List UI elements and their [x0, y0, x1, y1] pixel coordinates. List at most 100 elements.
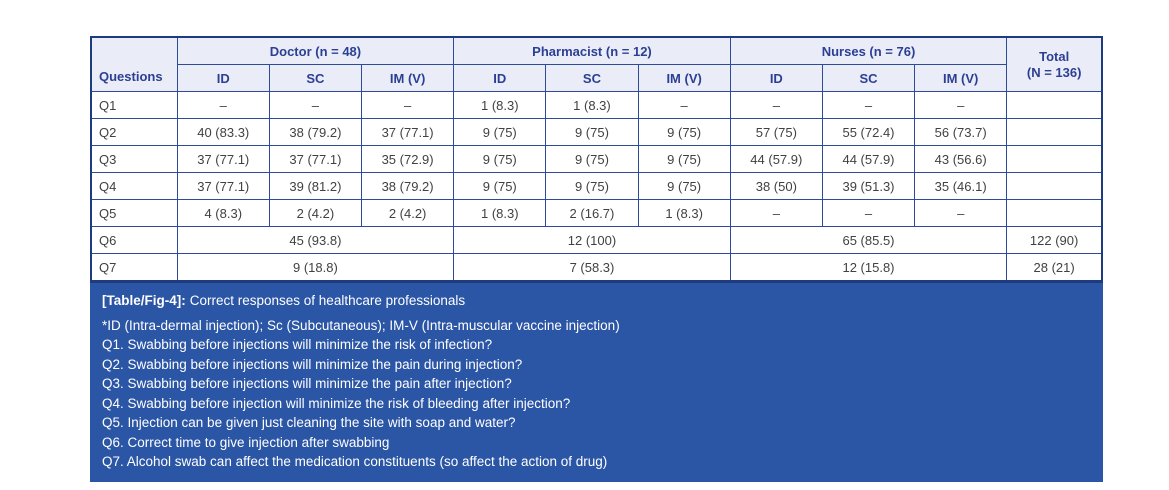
subheader-pharmacist-id: ID	[453, 64, 547, 92]
data-cell: –	[637, 91, 731, 119]
caption-title-text: Correct responses of healthcare professi…	[189, 293, 466, 308]
group-header-pharmacist: Pharmacist (n = 12)	[453, 36, 731, 65]
question-cell: Q1	[90, 91, 178, 119]
data-cell: 9 (75)	[545, 172, 639, 200]
total-cell: 122 (90)	[1006, 226, 1103, 254]
group-header-nurses: Nurses (n = 76)	[729, 36, 1008, 65]
results-table: Questions Doctor (n = 48) Pharmacist (n …	[90, 36, 1103, 283]
caption-title: [Table/Fig-4]: Correct responses of healt…	[102, 291, 1091, 311]
data-cell: 9 (75)	[545, 118, 639, 146]
total-cell	[1006, 118, 1103, 146]
data-cell: 38 (50)	[729, 172, 823, 200]
data-cell: 1 (8.3)	[453, 199, 547, 227]
data-cell: 9 (75)	[453, 145, 547, 173]
question-cell: Q6	[90, 226, 178, 254]
data-cell: 37 (77.1)	[268, 145, 363, 173]
data-cell: 37 (77.1)	[176, 145, 270, 173]
question-cell: Q2	[90, 118, 178, 146]
question-cell: Q3	[90, 145, 178, 173]
data-cell: 35 (72.9)	[360, 145, 455, 173]
subheader-pharmacist-sc: SC	[545, 64, 639, 92]
data-cell: –	[821, 91, 916, 119]
data-cell: 2 (4.2)	[360, 199, 455, 227]
data-cell: 9 (75)	[453, 172, 547, 200]
data-cell: 37 (77.1)	[176, 172, 270, 200]
data-cell: –	[914, 91, 1008, 119]
subheader-nurses-imv: IM (V)	[914, 64, 1008, 92]
subheader-doctor-sc: SC	[268, 64, 363, 92]
merged-cell-nurses: 12 (15.8)	[729, 253, 1008, 282]
data-cell: 37 (77.1)	[360, 118, 455, 146]
table-row: Q3 37 (77.1) 37 (77.1) 35 (72.9) 9 (75) …	[90, 145, 1103, 173]
question-cell: Q5	[90, 199, 178, 227]
data-cell: 57 (75)	[729, 118, 823, 146]
caption-question-3: Q3. Swabbing before injections will mini…	[102, 376, 512, 391]
subheader-row: ID SC IM (V) ID SC IM (V) ID SC IM (V)	[91, 64, 1102, 92]
data-cell: 35 (46.1)	[914, 172, 1008, 200]
merged-cell-pharmacist: 7 (58.3)	[453, 253, 731, 282]
data-cell: 43 (56.6)	[914, 145, 1008, 173]
questions-header: Questions	[90, 36, 178, 92]
table-row-merged: Q6 45 (93.8) 12 (100) 65 (85.5) 122 (90)	[90, 226, 1103, 254]
merged-cell-nurses: 65 (85.5)	[729, 226, 1008, 254]
data-cell: 9 (75)	[637, 118, 731, 146]
caption-label: [Table/Fig-4]:	[102, 293, 186, 308]
total-header-line2: (N = 136)	[1026, 64, 1082, 80]
data-cell: 2 (4.2)	[268, 199, 363, 227]
data-cell: 39 (81.2)	[268, 172, 363, 200]
data-cell: 44 (57.9)	[729, 145, 823, 173]
caption-block: [Table/Fig-4]: Correct responses of healt…	[90, 283, 1103, 482]
data-cell: 1 (8.3)	[545, 91, 639, 119]
data-cell: –	[176, 91, 270, 119]
data-cell: 55 (72.4)	[821, 118, 916, 146]
caption-question-1: Q1. Swabbing before injections will mini…	[102, 337, 493, 352]
question-cell: Q4	[90, 172, 178, 200]
data-cell: 39 (51.3)	[821, 172, 916, 200]
data-cell: –	[268, 91, 363, 119]
merged-cell-doctor: 9 (18.8)	[176, 253, 455, 282]
data-cell: 38 (79.2)	[360, 172, 455, 200]
total-header: Total (N = 136)	[1006, 36, 1103, 92]
data-cell: 9 (75)	[545, 145, 639, 173]
data-cell: 9 (75)	[637, 145, 731, 173]
subheader-nurses-id: ID	[729, 64, 823, 92]
caption-question-4: Q4. Swabbing before injection will minim…	[102, 395, 571, 411]
group-header-doctor: Doctor (n = 48)	[176, 36, 455, 65]
data-cell: 44 (57.9)	[821, 145, 916, 173]
question-cell: Q7	[90, 253, 178, 282]
total-header-line1: Total	[1039, 48, 1070, 64]
subheader-doctor-imv: IM (V)	[360, 64, 455, 92]
data-cell: 9 (75)	[453, 118, 547, 146]
total-cell: 28 (21)	[1006, 253, 1103, 282]
total-cell	[1006, 172, 1103, 200]
merged-cell-doctor: 45 (93.8)	[176, 226, 455, 254]
data-cell: –	[729, 199, 823, 227]
table-row-merged: Q7 9 (18.8) 7 (58.3) 12 (15.8) 28 (21)	[90, 253, 1103, 282]
data-cell: 4 (8.3)	[176, 199, 270, 227]
caption-question-2: Q2. Swabbing before injections will mini…	[102, 356, 523, 372]
data-cell: 1 (8.3)	[453, 91, 547, 119]
total-cell	[1006, 199, 1103, 227]
table-row: Q2 40 (83.3) 38 (79.2) 37 (77.1) 9 (75) …	[90, 118, 1103, 146]
caption-question-6: Q6. Correct time to give injection after…	[102, 434, 390, 450]
caption-question-7: Q7. Alcohol swab can affect the medicati…	[102, 454, 608, 469]
subheader-pharmacist-imv: IM (V)	[637, 64, 731, 92]
data-cell: 56 (73.7)	[914, 118, 1008, 146]
caption-footnote: *ID (Intra-dermal injection); Sc (Subcut…	[102, 317, 620, 333]
figure-container: Questions Doctor (n = 48) Pharmacist (n …	[90, 36, 1103, 482]
subheader-nurses-sc: SC	[821, 64, 916, 92]
data-cell: 38 (79.2)	[268, 118, 363, 146]
total-cell	[1006, 145, 1103, 173]
group-header-row: Questions Doctor (n = 48) Pharmacist (n …	[90, 36, 1103, 92]
merged-cell-pharmacist: 12 (100)	[453, 226, 731, 254]
data-cell: –	[360, 91, 455, 119]
table-row: Q4 37 (77.1) 39 (81.2) 38 (79.2) 9 (75) …	[90, 172, 1103, 200]
table-row: Q5 4 (8.3) 2 (4.2) 2 (4.2) 1 (8.3) 2 (16…	[90, 199, 1103, 227]
data-cell: –	[914, 199, 1008, 227]
data-cell: 1 (8.3)	[637, 199, 731, 227]
data-cell: 40 (83.3)	[176, 118, 270, 146]
data-cell: 2 (16.7)	[545, 199, 639, 227]
data-cell: –	[821, 199, 916, 227]
table-row: Q1 – – – 1 (8.3) 1 (8.3) – – – –	[90, 91, 1103, 119]
